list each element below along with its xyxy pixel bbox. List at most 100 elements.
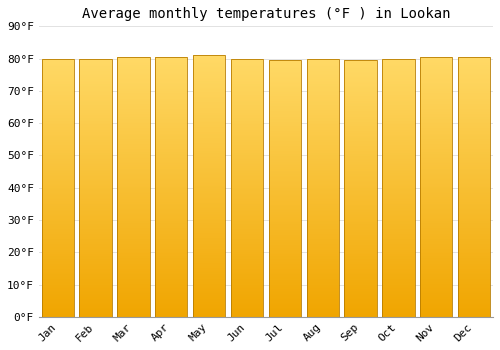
Bar <box>269 271 301 272</box>
Bar <box>118 104 150 105</box>
Bar <box>42 62 74 64</box>
Bar <box>269 183 301 185</box>
Bar <box>193 109 225 110</box>
Bar <box>458 138 490 139</box>
Bar <box>155 91 188 92</box>
Bar <box>118 245 150 247</box>
Bar <box>306 64 339 65</box>
Bar <box>42 92 74 93</box>
Bar <box>118 301 150 302</box>
Bar <box>382 229 414 230</box>
Bar <box>420 105 452 106</box>
Bar <box>155 258 188 260</box>
Bar <box>231 304 263 305</box>
Bar <box>118 305 150 306</box>
Bar <box>80 144 112 145</box>
Bar <box>306 242 339 243</box>
Bar <box>458 123 490 125</box>
Bar <box>344 210 376 212</box>
Bar <box>306 283 339 285</box>
Bar <box>458 143 490 144</box>
Bar <box>458 122 490 123</box>
Bar <box>42 295 74 296</box>
Bar <box>344 62 376 63</box>
Bar <box>155 140 188 141</box>
Bar <box>80 275 112 277</box>
Bar <box>155 249 188 251</box>
Bar <box>420 127 452 128</box>
Bar <box>306 315 339 317</box>
Bar <box>155 245 188 247</box>
Bar <box>458 188 490 189</box>
Bar <box>118 144 150 145</box>
Bar <box>306 152 339 153</box>
Bar <box>420 234 452 235</box>
Bar <box>306 113 339 114</box>
Bar <box>306 248 339 250</box>
Bar <box>118 269 150 270</box>
Bar <box>42 197 74 198</box>
Bar <box>155 171 188 173</box>
Bar <box>382 245 414 246</box>
Bar <box>42 310 74 312</box>
Bar <box>80 148 112 149</box>
Bar <box>420 208 452 209</box>
Bar <box>42 105 74 106</box>
Bar <box>155 149 188 150</box>
Bar <box>155 169 188 170</box>
Bar <box>458 222 490 223</box>
Bar <box>306 161 339 162</box>
Bar <box>80 170 112 171</box>
Bar <box>458 184 490 186</box>
Bar <box>80 114 112 116</box>
Bar <box>306 224 339 225</box>
Bar <box>231 82 263 83</box>
Bar <box>42 157 74 158</box>
Bar <box>193 259 225 261</box>
Bar <box>118 105 150 106</box>
Bar <box>269 292 301 294</box>
Bar <box>80 303 112 304</box>
Bar <box>344 253 376 254</box>
Bar <box>231 124 263 126</box>
Bar <box>118 291 150 292</box>
Bar <box>118 197 150 198</box>
Bar <box>344 122 376 123</box>
Bar <box>155 196 188 197</box>
Bar <box>344 117 376 118</box>
Bar <box>269 253 301 254</box>
Bar <box>458 214 490 216</box>
Bar <box>118 274 150 275</box>
Bar <box>155 83 188 84</box>
Bar <box>193 160 225 161</box>
Bar <box>193 100 225 101</box>
Bar <box>458 306 490 308</box>
Bar <box>306 68 339 69</box>
Bar <box>269 287 301 288</box>
Bar <box>458 83 490 84</box>
Bar <box>420 288 452 289</box>
Bar <box>155 135 188 136</box>
Bar <box>118 220 150 222</box>
Bar <box>193 88 225 89</box>
Bar <box>382 130 414 131</box>
Bar <box>382 215 414 216</box>
Bar <box>458 296 490 297</box>
Bar <box>80 188 112 189</box>
Bar <box>155 271 188 273</box>
Bar <box>344 294 376 295</box>
Bar <box>269 113 301 114</box>
Bar <box>193 216 225 217</box>
Bar <box>382 146 414 148</box>
Bar <box>155 184 188 186</box>
Bar <box>80 79 112 81</box>
Bar <box>382 279 414 281</box>
Bar <box>231 84 263 86</box>
Bar <box>306 82 339 83</box>
Bar <box>80 58 112 60</box>
Bar <box>269 136 301 137</box>
Bar <box>306 177 339 178</box>
Bar <box>42 214 74 215</box>
Bar <box>118 256 150 257</box>
Bar <box>42 187 74 188</box>
